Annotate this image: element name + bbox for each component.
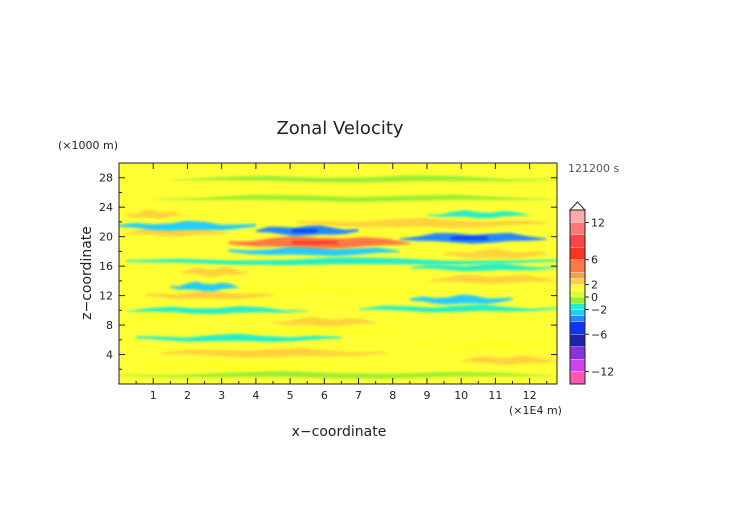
velocity-band xyxy=(170,281,239,292)
velocity-band xyxy=(129,312,205,321)
velocity-band xyxy=(444,248,547,259)
velocity-band xyxy=(238,285,427,294)
y-tick-label: 12 xyxy=(99,290,113,303)
colorbar: 12 6 20−2 −6 −12 xyxy=(568,201,614,385)
colorbar-tick-label: 2 xyxy=(591,279,598,292)
y-tick-label: 4 xyxy=(106,349,113,362)
time-label: 121200 s xyxy=(568,162,619,175)
colorbar-swatch xyxy=(569,259,586,273)
colorbar-swatch xyxy=(569,234,586,248)
velocity-band xyxy=(358,304,557,313)
x-tick-label: 4 xyxy=(252,389,259,402)
x-tick-label: 8 xyxy=(389,389,396,402)
velocity-band xyxy=(136,333,342,342)
velocity-band xyxy=(125,257,557,266)
colorbar-swatch xyxy=(569,315,586,323)
y-tick-label: 28 xyxy=(99,172,113,185)
y-tick-label: 8 xyxy=(106,319,113,332)
velocity-band xyxy=(180,266,249,277)
colorbar-tick-label: −2 xyxy=(591,303,607,316)
velocity-core xyxy=(291,229,318,233)
colorbar-swatch xyxy=(569,271,586,279)
colorbar-swatch xyxy=(569,247,586,260)
colorbar-swatch xyxy=(569,334,586,347)
velocity-band xyxy=(228,246,400,256)
plot-frame xyxy=(118,162,558,385)
colorbar-swatch xyxy=(569,309,586,316)
x-axis-label: x−coordinate xyxy=(292,424,387,440)
velocity-band xyxy=(409,294,513,305)
y-axis-label: z−coordinate xyxy=(79,226,95,320)
colorbar-tick-label: 12 xyxy=(591,216,605,229)
velocity-band xyxy=(125,209,181,219)
y-tick-label: 16 xyxy=(99,260,113,273)
x-tick-label: 7 xyxy=(355,389,362,402)
velocity-field xyxy=(119,175,557,379)
velocity-band xyxy=(427,274,557,285)
colorbar-tick-label: −6 xyxy=(591,328,607,341)
velocity-band xyxy=(427,210,530,219)
x-tick-label: 11 xyxy=(488,389,502,402)
x-axis-ticks: 1 2 3 4 5 6 7 8 9 10 11 12 xyxy=(135,163,548,402)
colorbar-swatch xyxy=(569,346,586,360)
x-tick-label: 9 xyxy=(423,389,430,402)
velocity-core xyxy=(451,236,488,240)
colorbar-swatch xyxy=(569,303,586,310)
colorbar-extend-arrow xyxy=(568,201,587,211)
colorbar-swatch xyxy=(569,296,586,304)
colorbar-swatch xyxy=(569,358,586,372)
x-tick-label: 6 xyxy=(321,389,328,402)
velocity-band xyxy=(296,217,547,228)
colorbar-tick-label: −12 xyxy=(591,366,614,379)
y-axis-unit: (×1000 m) xyxy=(58,139,118,152)
x-tick-label: 1 xyxy=(150,389,157,402)
colorbar-swatch xyxy=(569,278,586,285)
x-tick-label: 3 xyxy=(218,389,225,402)
x-tick-label: 5 xyxy=(287,389,294,402)
velocity-band xyxy=(273,316,376,327)
velocity-core xyxy=(291,241,338,245)
velocity-band xyxy=(119,220,256,231)
chart-title: Zonal Velocity xyxy=(276,118,403,139)
velocity-band xyxy=(461,355,557,365)
velocity-band xyxy=(119,371,557,379)
x-axis-unit: (×1E4 m) xyxy=(509,404,562,417)
colorbar-swatch xyxy=(569,209,586,223)
velocity-band xyxy=(136,362,342,371)
y-tick-label: 20 xyxy=(99,231,113,244)
velocity-band xyxy=(146,290,273,300)
colorbar-swatch xyxy=(569,321,586,335)
colorbar-swatch xyxy=(569,371,586,385)
velocity-band xyxy=(125,306,308,314)
velocity-band xyxy=(160,347,386,358)
colorbar-tick-label: 0 xyxy=(591,291,598,304)
velocity-band xyxy=(409,263,557,272)
colorbar-swatch xyxy=(569,290,586,298)
colorbar-swatch xyxy=(569,222,586,236)
x-tick-label: 2 xyxy=(184,389,191,402)
velocity-band xyxy=(170,175,557,183)
velocity-band xyxy=(409,341,557,350)
y-axis-ticks: 4 8 12 16 20 24 28 xyxy=(99,172,557,370)
colorbar-swatch xyxy=(569,284,586,291)
velocity-band xyxy=(238,326,410,335)
x-tick-label: 12 xyxy=(523,389,537,402)
y-tick-label: 24 xyxy=(99,201,113,214)
velocity-band xyxy=(153,194,557,202)
colorbar-tick-label: 6 xyxy=(591,254,598,267)
x-tick-label: 10 xyxy=(454,389,468,402)
